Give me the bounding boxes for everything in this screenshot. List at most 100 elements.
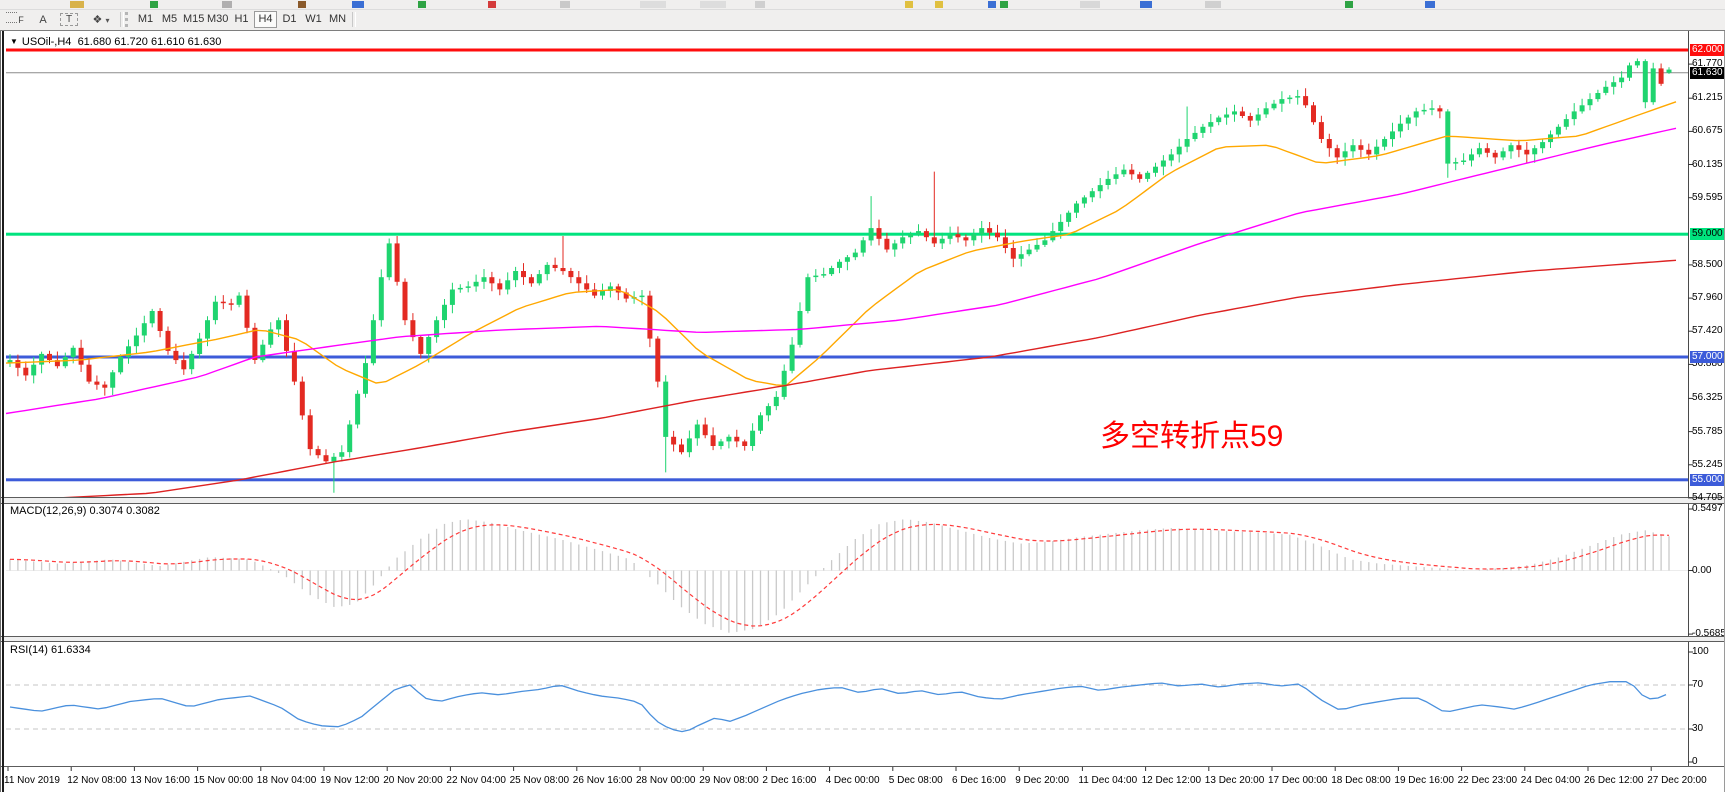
fibonacci-icon[interactable]: F: [4, 11, 26, 28]
date-axis-label: 29 Nov 08:00: [699, 775, 759, 786]
timeframe-button-m15[interactable]: M15: [182, 11, 205, 28]
clipped-icon: [70, 1, 84, 8]
date-axis-label: 2 Dec 16:00: [762, 775, 817, 786]
timeframe-button-mn[interactable]: MN: [326, 11, 349, 28]
macd-indicator-label: MACD(12,26,9) 0.3074 0.3082: [10, 505, 160, 517]
moving-averages: [5, 101, 1677, 502]
date-axis-label: 26 Dec 12:00: [1584, 775, 1644, 786]
price-axis-label: 60.675: [1692, 125, 1723, 136]
toolbar: F A T ❖ ▾ M1 M5 M15 M30 H1 H4 D1 W1 MN: [0, 10, 1725, 32]
level-price-label: 55.000: [1690, 474, 1725, 486]
text-label-icon[interactable]: A: [32, 11, 54, 28]
clipped-icon: [1000, 1, 1008, 8]
price-axis-label: 56.325: [1692, 392, 1723, 403]
toolbar-drag-handle[interactable]: [125, 12, 131, 27]
clipped-icon: [755, 1, 765, 8]
timeframe-button-h1[interactable]: H1: [230, 11, 253, 28]
clipped-icon: [298, 1, 306, 8]
date-axis-label: 26 Nov 16:00: [572, 775, 633, 786]
price-axis-label: 61.215: [1692, 92, 1723, 103]
text-box-icon[interactable]: T: [60, 13, 78, 26]
timeframe-button-w1[interactable]: W1: [302, 11, 325, 28]
date-axis-label: 18 Dec 08:00: [1331, 775, 1391, 786]
date-axis-label: 11 Dec 04:00: [1078, 775, 1138, 786]
chevron-down-icon: ▼: [10, 37, 18, 46]
shapes-dropdown-icon[interactable]: ❖ ▾: [86, 11, 116, 28]
window-left-border-inner: [2, 31, 4, 792]
date-axis-label: 15 Nov 00:00: [193, 775, 254, 786]
date-axis-label: 4 Dec 00:00: [825, 775, 880, 786]
clipped-icon: [905, 1, 913, 8]
chart-title[interactable]: ▼ USOil-,H4 61.680 61.720 61.610 61.630: [10, 36, 221, 48]
date-axis-label: 18 Nov 04:00: [256, 775, 317, 786]
fibonacci-lines-glyph: [6, 12, 18, 23]
price-axis-label: 57.420: [1692, 325, 1723, 336]
date-axis-label: 27 Dec 20:00: [1647, 775, 1707, 786]
date-axis-label: 22 Nov 04:00: [446, 775, 506, 786]
price-axis-label: 61.770: [1692, 58, 1723, 69]
timeframe-button-h4[interactable]: H4: [254, 11, 277, 28]
clipped-icon: [150, 1, 158, 8]
timeframe-button-m5[interactable]: M5: [158, 11, 181, 28]
rsi-axis-label: 100: [1692, 646, 1709, 657]
price-axis-label: 58.500: [1692, 259, 1723, 270]
price-axis-label: 55.785: [1692, 426, 1723, 437]
date-axis-label: 20 Nov 20:00: [383, 775, 443, 786]
date-axis-label: 5 Dec 08:00: [888, 775, 943, 786]
chart-canvas[interactable]: [0, 31, 1725, 792]
ma-mid-magenta: [5, 127, 1677, 415]
timeframe-button-d1[interactable]: D1: [278, 11, 301, 28]
date-axis-label: 9 Dec 20:00: [1015, 775, 1070, 786]
candles-series: [7, 58, 1672, 493]
macd-panel: [6, 519, 1688, 633]
date-axis-label: 11 Nov 2019: [4, 775, 60, 786]
clipped-icon: [560, 1, 570, 8]
date-axis-label: 22 Dec 23:00: [1457, 775, 1518, 786]
clipped-toolbar-icons: [0, 0, 1725, 10]
level-price-label: 57.000: [1690, 351, 1725, 363]
date-axis-label: 28 Nov 00:00: [636, 775, 696, 786]
toolbar-separator: [352, 12, 356, 27]
date-axis-label: 24 Dec 04:00: [1520, 775, 1581, 786]
ma-slow-red: [5, 259, 1677, 502]
chevron-down-icon: ▾: [105, 16, 110, 25]
macd-signal-line: [9, 523, 1670, 627]
toolbar-separator: [120, 12, 124, 27]
clipped-icon: [1080, 1, 1100, 8]
ohlc-values: 61.680 61.720 61.610 61.630: [77, 36, 222, 48]
level-lines: [6, 48, 1688, 482]
price-axis-label: 55.245: [1692, 459, 1723, 470]
rsi-axis-label: 30: [1692, 723, 1704, 734]
macd-axis-label: -0.5685: [1692, 628, 1725, 639]
price-axis-label: 54.705: [1692, 492, 1723, 503]
current-price-label: 61.630: [1690, 67, 1725, 79]
clipped-icon: [700, 1, 726, 8]
date-axis-label: 17 Dec 00:00: [1268, 775, 1328, 786]
ma-fast-orange: [5, 101, 1677, 387]
date-axis-label: 6 Dec 16:00: [952, 775, 1006, 786]
date-axis-label: 19 Dec 16:00: [1394, 775, 1454, 786]
date-axis-label: 19 Nov 12:00: [320, 775, 380, 786]
timeframe-button-m1[interactable]: M1: [134, 11, 157, 28]
macd-axis-label: 0.5497: [1692, 503, 1723, 514]
clipped-icon: [988, 1, 996, 8]
clipped-icon: [935, 1, 943, 8]
price-axis-label: 56.880: [1692, 358, 1723, 369]
window-left-border: [0, 31, 1, 792]
symbol-timeframe: USOil-,H4: [21, 36, 72, 48]
clipped-icon: [418, 1, 426, 8]
timeframe-button-m30[interactable]: M30: [206, 11, 229, 28]
chart-window: ▼ USOil-,H4 61.680 61.720 61.610 61.630 M…: [0, 31, 1725, 792]
date-axis-label: 12 Dec 12:00: [1141, 775, 1202, 786]
rsi-line: [9, 681, 1667, 733]
chart-frame: [0, 31, 1725, 771]
rsi-indicator-label: RSI(14) 61.6334: [10, 644, 91, 656]
macd-axis-label: 0.00: [1692, 565, 1712, 576]
clipped-icon: [488, 1, 496, 8]
fibonacci-letter: F: [18, 15, 24, 25]
rsi-axis-label: 0: [1692, 756, 1698, 767]
date-axis-label: 13 Dec 20:00: [1204, 775, 1265, 786]
clipped-icon: [640, 1, 666, 8]
price-axis-label: 57.960: [1692, 292, 1723, 303]
